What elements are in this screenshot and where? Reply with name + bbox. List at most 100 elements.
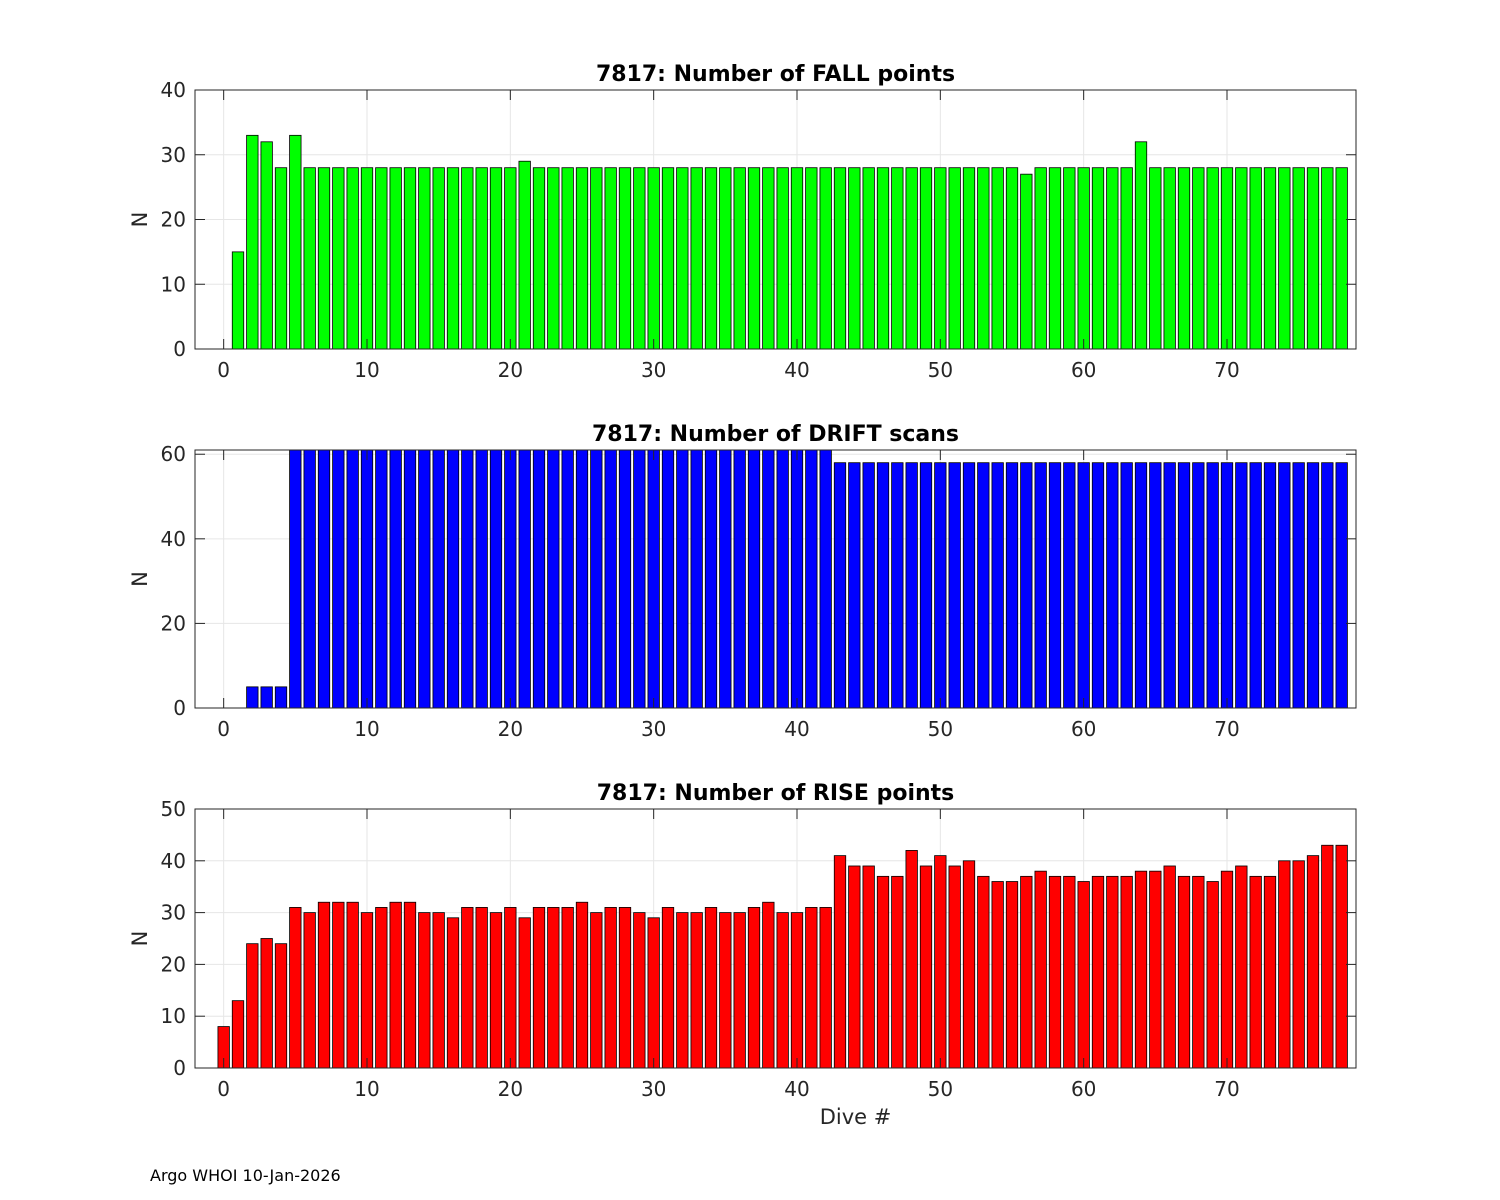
bar — [1220, 167, 1234, 350]
x-tick-label: 20 — [498, 717, 523, 741]
bar — [977, 875, 990, 1069]
bar — [1192, 875, 1205, 1069]
bar — [747, 167, 761, 350]
bar — [274, 167, 288, 350]
bar — [1235, 167, 1248, 350]
bar — [819, 167, 832, 350]
x-tick-label: 60 — [1071, 717, 1096, 741]
bar — [475, 907, 488, 1069]
bar — [604, 449, 617, 709]
bar — [1048, 167, 1062, 350]
bar — [1177, 875, 1191, 1069]
bar — [1263, 462, 1277, 709]
bar — [246, 134, 259, 350]
bar — [647, 167, 660, 350]
bar — [274, 686, 288, 709]
bar — [848, 865, 861, 1069]
bar — [561, 449, 574, 709]
bar — [1235, 462, 1248, 709]
bar — [948, 462, 961, 709]
bar — [231, 251, 245, 350]
x-tick-label: 0 — [217, 1077, 230, 1101]
bar — [676, 449, 689, 709]
chart-title: 7817: Number of DRIFT scans — [592, 422, 959, 447]
bar — [790, 167, 804, 350]
bar — [848, 167, 861, 350]
bar — [1048, 875, 1062, 1069]
bar — [260, 938, 273, 1069]
plot-area — [195, 450, 1356, 708]
bar — [575, 901, 589, 1069]
bar — [1177, 462, 1191, 709]
bar — [1235, 865, 1248, 1069]
bar — [891, 167, 904, 350]
x-axis-label: Dive # — [820, 1105, 892, 1129]
bar — [1321, 167, 1334, 350]
x-tick-label: 40 — [784, 358, 809, 382]
bar — [948, 167, 961, 350]
bar — [418, 167, 431, 350]
bar — [432, 167, 445, 350]
y-axis-label: N — [128, 571, 152, 587]
bar — [661, 907, 675, 1069]
bar — [1034, 870, 1047, 1069]
x-tick-label: 70 — [1214, 1077, 1239, 1101]
bar — [504, 167, 517, 350]
bar — [1149, 167, 1162, 350]
y-tick-label: 0 — [173, 337, 186, 361]
bar — [1020, 875, 1033, 1069]
bar — [762, 901, 775, 1069]
bar — [231, 1000, 245, 1069]
bar — [1206, 167, 1219, 350]
bar — [346, 449, 359, 709]
x-tick-label: 20 — [498, 1077, 523, 1101]
bar — [1163, 167, 1176, 350]
bar — [590, 167, 603, 350]
bar — [289, 907, 302, 1069]
bar — [891, 462, 904, 709]
bar — [905, 850, 918, 1069]
bar — [1134, 141, 1148, 350]
bar — [1020, 173, 1033, 350]
bar — [317, 449, 331, 709]
x-tick-label: 60 — [1071, 1077, 1096, 1101]
y-tick-label: 0 — [173, 1056, 186, 1080]
bar — [389, 449, 402, 709]
y-tick-label: 20 — [161, 611, 186, 635]
bar — [661, 449, 675, 709]
plot-area — [195, 809, 1356, 1068]
bar — [303, 449, 316, 709]
bar — [461, 907, 474, 1069]
bar — [1034, 462, 1047, 709]
bar — [504, 449, 517, 709]
bar — [360, 912, 374, 1069]
bar — [776, 167, 789, 350]
y-tick-label: 40 — [161, 849, 186, 873]
y-tick-label: 0 — [173, 696, 186, 720]
bar — [647, 449, 660, 709]
x-tick-label: 50 — [928, 358, 953, 382]
bar — [1321, 844, 1334, 1069]
bar — [618, 167, 632, 350]
bar — [633, 167, 646, 350]
bar — [618, 449, 632, 709]
bar — [1120, 875, 1133, 1069]
bar — [1263, 167, 1277, 350]
bar — [375, 907, 388, 1069]
bar — [1335, 462, 1348, 709]
axes-box — [194, 808, 1357, 1069]
bar — [833, 855, 847, 1069]
x-tick-label: 10 — [354, 358, 379, 382]
footer-credit: Argo WHOI 10-Jan-2026 — [150, 1166, 341, 1185]
x-tick-label: 40 — [784, 717, 809, 741]
bar — [446, 917, 460, 1069]
x-tick-label: 70 — [1214, 358, 1239, 382]
bar — [704, 167, 718, 350]
bar — [332, 901, 345, 1069]
y-axis-label: N — [128, 931, 152, 947]
bar — [962, 860, 976, 1069]
y-tick-label: 20 — [161, 208, 186, 232]
bar — [1321, 462, 1334, 709]
x-tick-label: 30 — [641, 358, 666, 382]
bar — [733, 912, 746, 1069]
